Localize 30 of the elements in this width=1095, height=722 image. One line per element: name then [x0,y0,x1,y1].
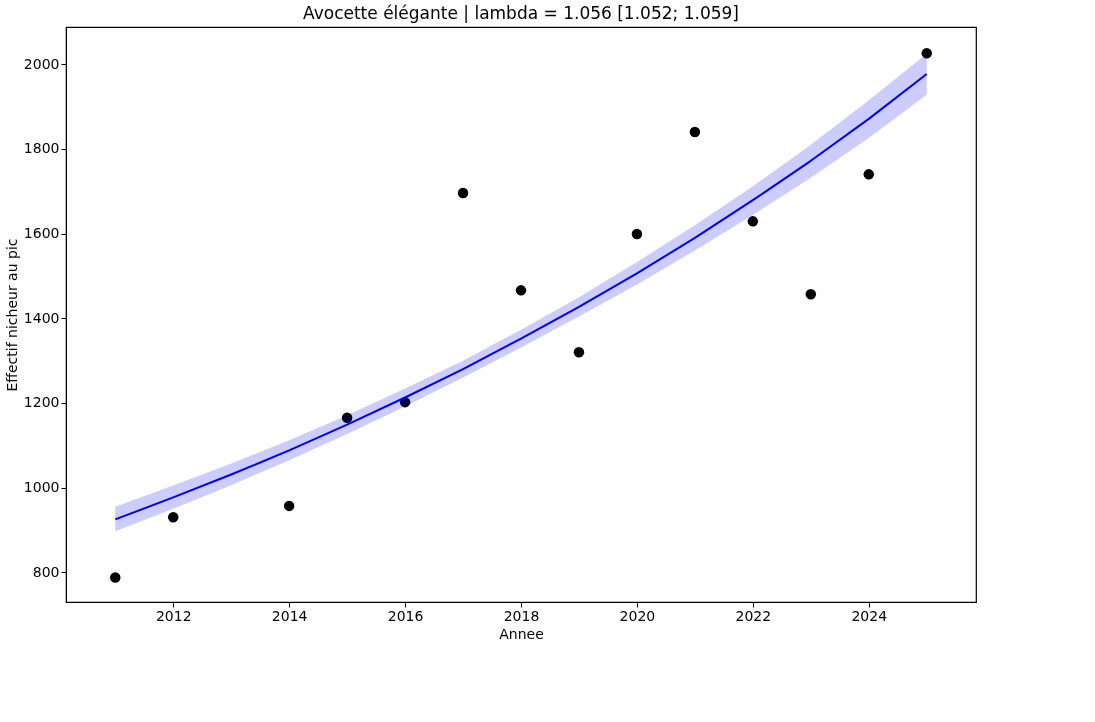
point [283,500,295,512]
point [515,285,527,296]
point [341,412,353,424]
x-tick-label: 2022 [735,607,772,624]
point [110,572,121,583]
x-tick-label: 2020 [619,607,656,624]
x-tick-label: 2018 [503,607,540,624]
x-tick-label: 2024 [851,607,888,624]
y-tick-label: 1800 [23,140,60,157]
y-tick-label: 2000 [23,55,60,72]
y-tick-label: 800 [32,563,60,580]
x-tick-label: 2016 [387,607,424,624]
x-tick-label: 2012 [155,607,192,624]
y-tick-label: 1200 [23,394,60,411]
point [573,346,585,358]
y-tick-label: 1600 [23,225,60,242]
point [631,228,643,240]
y-tick-label: 1400 [23,309,60,326]
y-tick-label: 1000 [23,479,60,496]
point [689,126,701,138]
point [457,187,469,199]
point [747,216,759,227]
y-axis-title: Effectif nicheur au pic [3,238,20,392]
x-tick-label: 2014 [271,607,308,624]
x-axis-title: Annee [499,625,544,642]
point [863,169,875,180]
point [921,48,932,59]
point [805,288,817,300]
point [167,512,179,523]
chart-title: Avocette élégante | lambda = 1.056 [1.052; 1.059] [303,3,739,23]
